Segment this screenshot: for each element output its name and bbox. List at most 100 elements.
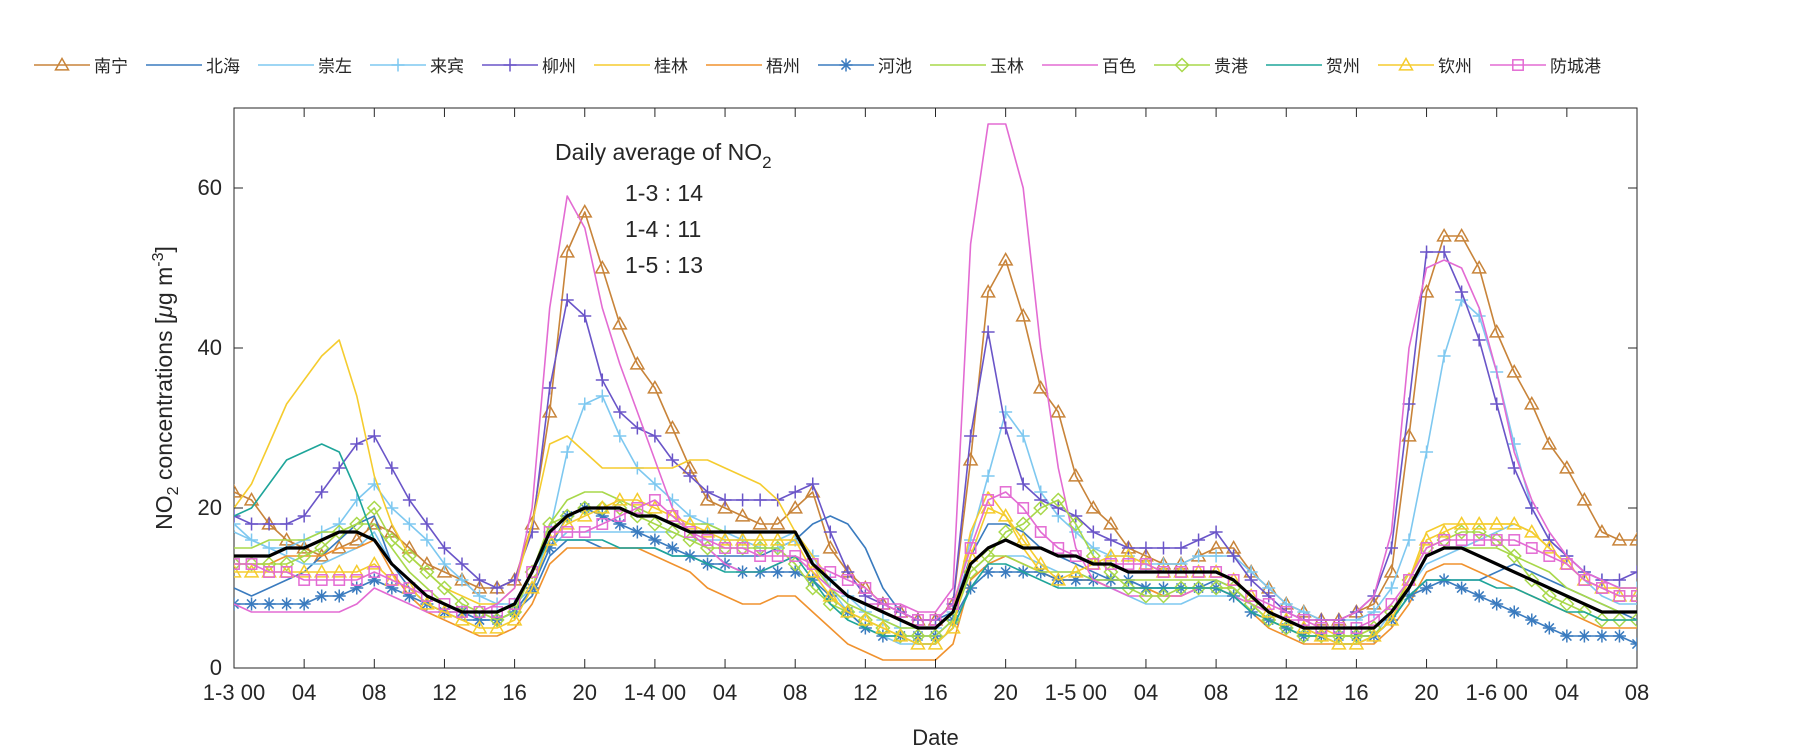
point-防城港-16 [508, 598, 521, 610]
point-来宾-56 [1209, 549, 1223, 563]
point-防城港-74 [1525, 542, 1538, 554]
point-南宁-23 [629, 355, 646, 370]
point-钦州-72 [1488, 515, 1505, 530]
x-tick-label-6: 1-4 00 [624, 680, 686, 705]
point-贵港-71 [1471, 524, 1487, 540]
point-防城港-35 [841, 574, 854, 586]
legend-swatch-防城港 [1490, 58, 1546, 71]
point-钦州-45 [1015, 531, 1031, 546]
point-来宾-7 [350, 493, 364, 507]
y-axis-label-part-2: concentrations [ [151, 317, 177, 486]
point-贵港-46 [1033, 500, 1049, 516]
point-贵港-24 [647, 516, 663, 532]
point-防城港-65 [1367, 614, 1380, 626]
legend-item-河池: 河池 [816, 52, 912, 77]
point-贵港-10 [401, 548, 417, 564]
point-柳州-5 [315, 485, 329, 499]
legend-swatch-百色 [1042, 63, 1098, 66]
x-axis-label: Date [912, 725, 958, 750]
x-tick-label-18: 1-6 00 [1466, 680, 1528, 705]
legend-item-钦州: 钦州 [1376, 52, 1472, 77]
point-来宾-1 [245, 533, 259, 547]
legend-marker-钦州 [1398, 56, 1414, 71]
point-柳州-59 [1262, 589, 1276, 603]
point-来宾-13 [455, 573, 469, 587]
point-南宁-70 [1453, 227, 1470, 242]
point-钦州-50 [1103, 547, 1119, 562]
point-来宾-22 [613, 429, 627, 443]
point-南宁-42 [962, 451, 979, 466]
point-钦州-47 [1050, 571, 1067, 586]
point-河池-2 [262, 597, 276, 611]
point-河池-75-d2 [1544, 622, 1555, 634]
point-河池-80 [1630, 637, 1637, 651]
point-河池-68 [1420, 581, 1434, 595]
point-柳州-28 [718, 493, 732, 507]
point-柳州-1 [245, 517, 259, 531]
point-柳州-52 [1139, 541, 1153, 555]
point-来宾-14 [473, 589, 487, 603]
point-防城港-0 [234, 558, 240, 570]
point-贵港-3 [279, 556, 295, 572]
point-南宁-71 [1471, 259, 1487, 274]
point-河池-78 [1595, 629, 1609, 643]
point-来宾-66 [1384, 581, 1398, 595]
point-防城港-1 [245, 558, 258, 570]
point-贵港-8 [366, 500, 382, 516]
point-柳州-22 [613, 405, 627, 419]
point-钦州-65 [1366, 627, 1382, 642]
point-来宾-69 [1437, 349, 1451, 363]
point-贵港-75 [1541, 588, 1557, 604]
y-tick-label-0: 0 [210, 655, 222, 680]
point-防城港-78 [1595, 582, 1608, 594]
point-防城港-3 [280, 566, 293, 578]
point-防城港-60 [1280, 606, 1293, 618]
point-南宁-45 [1015, 307, 1031, 322]
point-钦州-44 [997, 507, 1014, 522]
point-河池-71 [1472, 589, 1486, 603]
point-防城港-70 [1455, 534, 1468, 546]
point-贵港-4 [296, 548, 312, 564]
point-来宾-6 [332, 517, 346, 531]
point-来宾-20 [578, 397, 592, 411]
point-防城港-42 [964, 542, 977, 554]
point-柳州-15 [490, 581, 504, 595]
point-来宾-25 [665, 493, 679, 507]
point-来宾-24 [648, 477, 662, 491]
legend-label: 桂林 [654, 57, 688, 76]
point-河池-72 [1490, 597, 1504, 611]
point-河池-44-d2 [1000, 566, 1011, 578]
point-河池-77 [1577, 629, 1591, 643]
annotation-line-1: 1-4 : 11 [625, 216, 701, 242]
point-贵港-14 [471, 604, 488, 620]
point-南宁-19 [559, 243, 576, 258]
point-柳州-32 [788, 485, 802, 499]
point-柳州-44 [999, 421, 1013, 435]
point-防城港-44 [999, 486, 1012, 498]
y-tick-label-40: 40 [198, 335, 222, 360]
point-钦州-11 [419, 595, 435, 610]
point-贵港-22 [612, 500, 628, 516]
point-防城港-4 [298, 574, 311, 586]
point-钦州-63 [1331, 635, 1347, 650]
series-防城港 [234, 486, 1637, 634]
point-钦州-29 [734, 531, 751, 546]
legend-item-桂林: 桂林 [592, 52, 688, 77]
point-南宁-34 [822, 539, 839, 554]
point-贵港-79 [1611, 612, 1628, 628]
point-来宾-68 [1420, 445, 1434, 459]
x-tick-label-12: 1-5 00 [1045, 680, 1107, 705]
point-河池-44 [999, 565, 1013, 579]
point-柳州-54 [1174, 541, 1188, 555]
point-来宾-8 [367, 477, 381, 491]
point-钦州-8 [366, 555, 383, 570]
point-贵港-35 [840, 604, 856, 620]
point-柳州-25 [665, 453, 679, 467]
point-防城港-2 [263, 566, 276, 578]
point-河池-1 [245, 597, 259, 611]
legend-marker-南宁 [54, 56, 70, 71]
point-柳州-46 [1034, 493, 1048, 507]
legend-swatch-北海 [146, 63, 202, 66]
point-贵港-25 [664, 524, 680, 540]
point-河池-73-d2 [1509, 606, 1520, 618]
